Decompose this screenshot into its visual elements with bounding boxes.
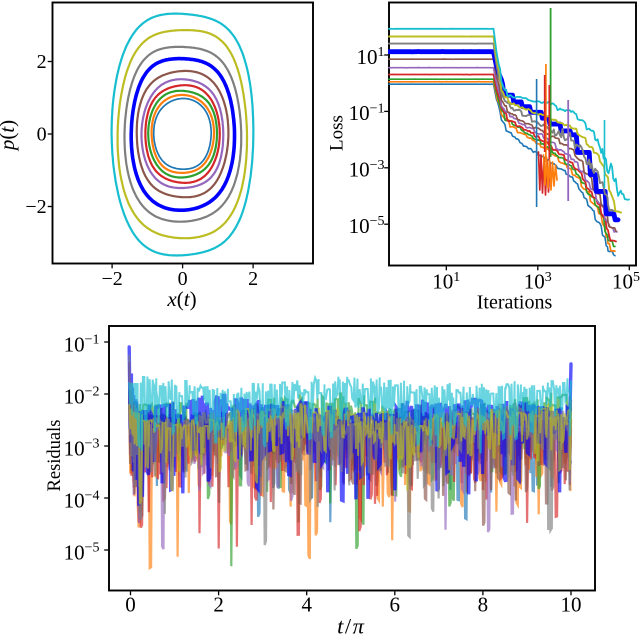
svg-text:8: 8 — [478, 593, 489, 617]
svg-text:p(t): p(t) — [0, 120, 19, 152]
svg-text:2: 2 — [248, 268, 258, 290]
svg-text:−2: −2 — [25, 196, 46, 218]
svg-text:0: 0 — [178, 268, 188, 290]
svg-text:x(t): x(t) — [166, 287, 196, 311]
svg-text:Iterations: Iterations — [477, 291, 553, 313]
svg-text:Loss: Loss — [327, 115, 348, 151]
svg-text:10−3: 10−3 — [64, 436, 100, 460]
svg-text:2: 2 — [213, 593, 224, 617]
svg-text:10: 10 — [561, 593, 582, 617]
svg-text:10−5: 10−5 — [64, 540, 100, 564]
svg-text:2: 2 — [37, 51, 47, 73]
svg-text:0: 0 — [125, 593, 136, 617]
svg-text:t/π: t/π — [337, 614, 365, 638]
svg-text:4: 4 — [301, 593, 312, 617]
svg-text:0: 0 — [37, 123, 47, 145]
svg-text:−2: −2 — [101, 268, 122, 290]
svg-text:6: 6 — [390, 593, 401, 617]
svg-text:Residuals: Residuals — [45, 420, 65, 492]
